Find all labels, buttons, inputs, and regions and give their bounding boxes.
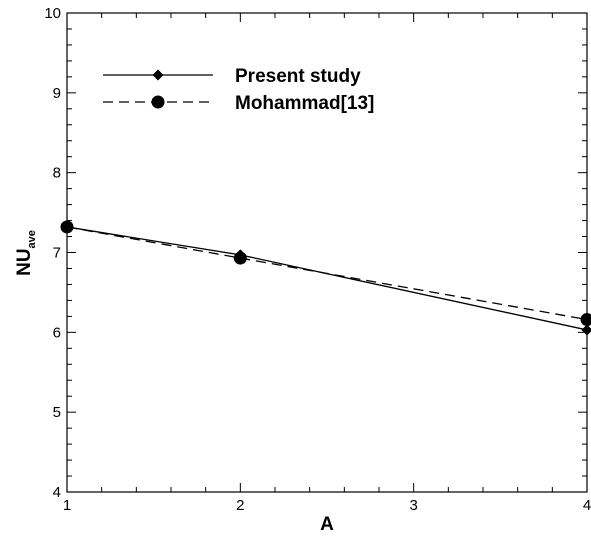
y-tick-label: 7 <box>53 245 61 262</box>
y-axis-label: NUave <box>14 230 38 276</box>
data-point-present-study <box>581 324 591 336</box>
series-group <box>60 220 591 336</box>
legend-marker-present-study <box>152 69 164 81</box>
legend-label-present-study: Present study <box>235 66 361 87</box>
x-tick-label: 3 <box>409 497 417 514</box>
legend-marker-mohammad-13 <box>151 95 165 109</box>
y-axis-label-main: NU <box>14 248 35 275</box>
axes-group: 4 5 6 7 8 9 10 1 2 3 4 <box>44 5 591 514</box>
y-tick-label: 8 <box>53 165 61 182</box>
data-point-present-study <box>234 249 246 261</box>
y-tick-label: 6 <box>53 324 61 341</box>
y-axis-label-subscript: ave <box>26 230 38 248</box>
y-tick-label: 10 <box>44 5 61 22</box>
x-tick-label: 4 <box>583 497 591 514</box>
legend-label-mohammad-13: Mohammad[13] <box>235 93 374 114</box>
x-tick-label: 2 <box>236 497 244 514</box>
legend: Present study Mohammad[13] <box>103 66 374 114</box>
y-tick-label: 4 <box>53 484 61 501</box>
y-tick-label: 5 <box>53 404 61 421</box>
x-tick-label: 1 <box>63 497 71 514</box>
data-point-present-study <box>61 221 73 233</box>
y-tick-label: 9 <box>53 85 61 102</box>
x-axis-label: A <box>320 514 334 535</box>
